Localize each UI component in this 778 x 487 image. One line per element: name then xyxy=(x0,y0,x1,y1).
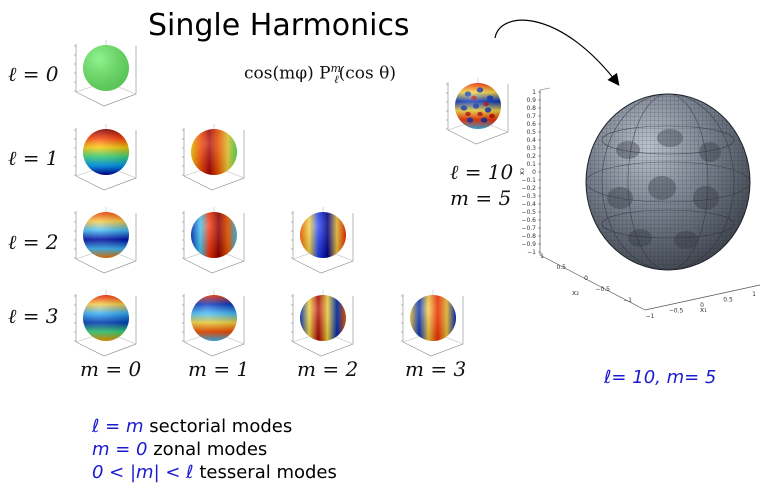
z-tick-label: 0.7 xyxy=(526,113,536,120)
z-tick-label: −0.5 xyxy=(521,209,536,216)
z-tick-label: −0.7 xyxy=(521,225,536,232)
highlight-m-label: m = 5 xyxy=(450,186,512,210)
z-tick-label: 0.3 xyxy=(526,145,536,152)
z-tick-label: 0 xyxy=(532,169,536,176)
z-tick-label: 0.9 xyxy=(526,97,536,104)
z-tick-label: 0.5 xyxy=(526,129,536,136)
z-tick-label: −0.8 xyxy=(521,233,536,240)
sphere-l3-m2 xyxy=(291,290,354,357)
sphere-l2-m0 xyxy=(74,207,137,274)
formula: cos(mφ) Pmℓ(cos θ) xyxy=(244,62,396,86)
z-tick-label: −0.2 xyxy=(521,185,536,192)
column-label-m1: m = 1 xyxy=(188,357,250,381)
row-label-l1: ℓ = 1 xyxy=(8,146,59,170)
big-plot-caption: ℓ= 10, m= 5 xyxy=(604,367,717,388)
column-label-m2: m = 2 xyxy=(297,357,359,381)
sphere-l2-m1 xyxy=(182,207,245,274)
row-label-l0: ℓ = 0 xyxy=(8,62,59,86)
column-label-m3: m = 3 xyxy=(405,357,467,381)
legend-tesseral: 0 < |m| < ℓ tesseral modes xyxy=(92,462,337,483)
x2-tick-label: 0 xyxy=(584,275,588,282)
formula-main: cos(mφ) P xyxy=(244,63,331,84)
z-axis-label: x₃ xyxy=(518,168,526,175)
x1-tick-label: 0.5 xyxy=(723,297,733,304)
z-tick-label: −0.1 xyxy=(521,177,536,184)
legend-zonal: m = 0 zonal modes xyxy=(92,439,268,460)
harmonic-surface xyxy=(585,93,751,271)
x2-tick-label: −1 xyxy=(623,297,632,304)
x1-axis-label: x₁ xyxy=(700,306,707,314)
formula-sub: ℓ xyxy=(334,73,339,87)
z-tick-label: 0.4 xyxy=(526,137,536,144)
x2-tick-label: 0.5 xyxy=(556,264,566,271)
z-tick-label: 1 xyxy=(532,89,536,96)
row-label-l3: ℓ = 3 xyxy=(8,304,59,328)
z-tick-label: 0.6 xyxy=(526,121,536,128)
highlight-l-label: ℓ = 10 xyxy=(450,160,514,184)
z-tick-label: −0.9 xyxy=(521,241,536,248)
formula-sup: m xyxy=(330,62,342,75)
z-tick-label: −0.6 xyxy=(521,217,536,224)
formula-tail: (cos θ) xyxy=(338,63,397,84)
sphere-l3-m0 xyxy=(74,290,137,357)
sphere-l3-m1 xyxy=(182,290,245,357)
x1-tick-label: 0 xyxy=(700,302,704,309)
x1-tick-label: −1 xyxy=(646,313,655,320)
page-title: Single Harmonics xyxy=(148,8,410,43)
x1-tick-label: −0.5 xyxy=(669,308,684,315)
sphere-l1-m0 xyxy=(74,124,137,191)
x2-tick-label: 1 xyxy=(540,253,544,260)
row-label-l2: ℓ = 2 xyxy=(8,230,59,254)
sphere-l1-m1 xyxy=(182,124,245,191)
sphere-l0-m0 xyxy=(74,40,137,107)
column-label-m0: m = 0 xyxy=(80,357,142,381)
sphere-l3-m3 xyxy=(401,290,464,357)
z-tick-label: −0.3 xyxy=(521,193,536,200)
z-tick-label: 0.8 xyxy=(526,105,536,112)
x1-tick-label: 1 xyxy=(752,291,756,298)
z-tick-label: 0.2 xyxy=(526,153,536,160)
sphere-l10-m5 xyxy=(446,78,509,145)
x2-tick-label: −0.5 xyxy=(595,286,610,293)
z-tick-label: −1 xyxy=(527,249,536,256)
big-sphere-plot: 10.90.80.70.60.50.40.30.20.10−0.1−0.2−0.… xyxy=(518,87,761,320)
legend-sectorial: ℓ = m sectorial modes xyxy=(92,416,293,437)
z-tick-label: −0.4 xyxy=(521,201,536,208)
sphere-l2-m2 xyxy=(291,207,354,274)
x2-axis-label: x₂ xyxy=(572,289,579,297)
z-tick-label: 0.1 xyxy=(526,161,536,168)
